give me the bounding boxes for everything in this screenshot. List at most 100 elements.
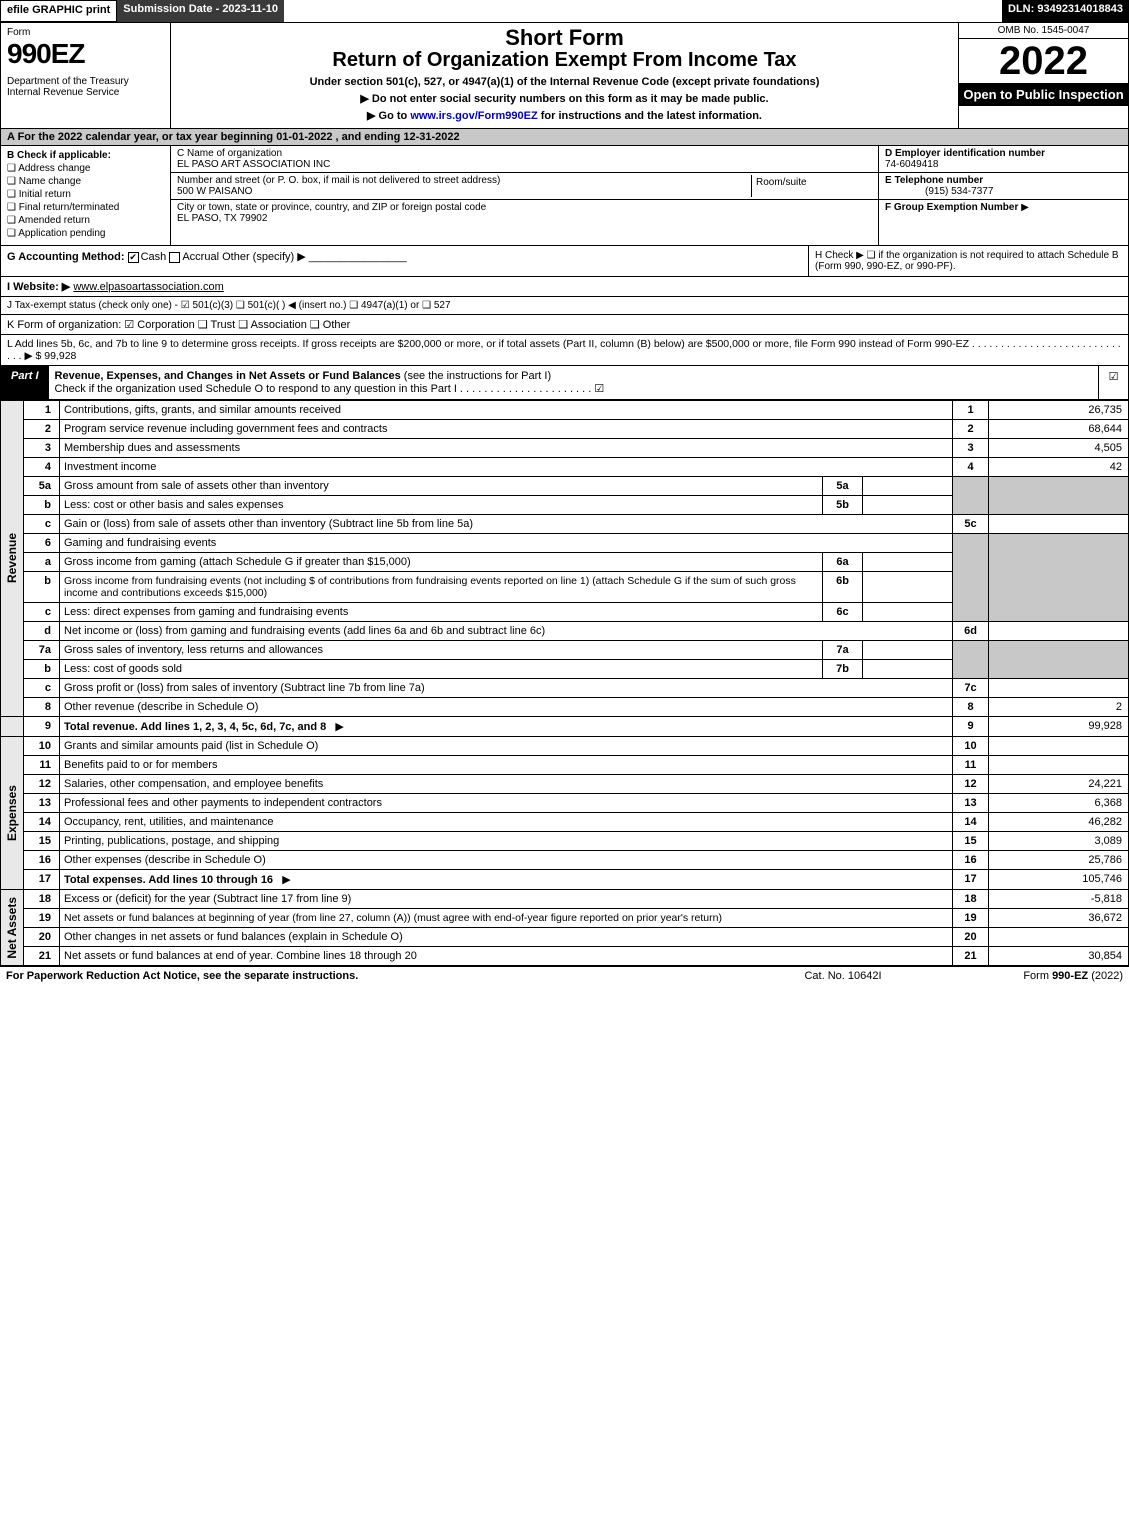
part-1-title: Revenue, Expenses, and Changes in Net As… (49, 366, 1098, 399)
chk-cash[interactable] (128, 252, 139, 263)
title-3: Under section 501(c), 527, or 4947(a)(1)… (177, 76, 952, 88)
omb-label: OMB No. 1545-0047 (959, 23, 1128, 39)
open-inspection: Open to Public Inspection (959, 83, 1128, 106)
part-1-check: Check if the organization used Schedule … (55, 383, 605, 395)
line-11-desc: Benefits paid to or for members (60, 756, 953, 775)
b-header: B Check if applicable: (7, 150, 164, 161)
street-value: 500 W PAISANO (177, 186, 252, 197)
footer: For Paperwork Reduction Act Notice, see … (0, 966, 1129, 985)
line-13-amt: 6,368 (989, 794, 1129, 813)
row-i-website: I Website: ▶ www.elpasoartassociation.co… (0, 277, 1129, 297)
line-2-amt: 68,644 (989, 420, 1129, 439)
other-label: Other (specify) ▶ (222, 251, 306, 263)
chk-final[interactable]: Final return/terminated (7, 202, 164, 213)
foot-left: For Paperwork Reduction Act Notice, see … (6, 970, 743, 982)
line-6a-desc: Gross income from gaming (attach Schedul… (60, 553, 823, 572)
row-a-period: A For the 2022 calendar year, or tax yea… (0, 129, 1129, 146)
line-12-amt: 24,221 (989, 775, 1129, 794)
submission-date: Submission Date - 2023-11-10 (117, 0, 284, 22)
chk-amended[interactable]: Amended return (7, 215, 164, 226)
line-9-desc: Total revenue. Add lines 1, 2, 3, 4, 5c,… (60, 717, 953, 737)
line-18-amt: -5,818 (989, 890, 1129, 909)
line-15-amt: 3,089 (989, 832, 1129, 851)
chk-address[interactable]: Address change (7, 163, 164, 174)
netassets-side: Net Assets (5, 897, 19, 959)
chk-name[interactable]: Name change (7, 176, 164, 187)
expenses-side: Expenses (5, 785, 19, 841)
line-19-desc: Net assets or fund balances at beginning… (60, 909, 953, 928)
line-8-desc: Other revenue (describe in Schedule O) (60, 698, 953, 717)
line-14-amt: 46,282 (989, 813, 1129, 832)
line-14-desc: Occupancy, rent, utilities, and maintena… (60, 813, 953, 832)
tax-year: 2022 (959, 39, 1128, 83)
org-name-line: C Name of organization EL PASO ART ASSOC… (171, 146, 878, 173)
header-right: OMB No. 1545-0047 2022 Open to Public In… (958, 23, 1128, 128)
line-16-amt: 25,786 (989, 851, 1129, 870)
city-line: City or town, state or province, country… (171, 200, 878, 226)
line-18-desc: Excess or (deficit) for the year (Subtra… (60, 890, 953, 909)
line-7c-desc: Gross profit or (loss) from sales of inv… (60, 679, 953, 698)
foot-right: Form 990-EZ (2022) (943, 970, 1123, 982)
line-1-desc: Contributions, gifts, grants, and simila… (60, 401, 953, 420)
row-k-orgform: K Form of organization: ☑ Corporation ❑ … (0, 315, 1129, 335)
row-l-receipts: L Add lines 5b, 6c, and 7b to line 9 to … (0, 335, 1129, 366)
form-number: 990EZ (7, 38, 164, 70)
c-name-value: EL PASO ART ASSOCIATION INC (177, 159, 330, 170)
instr-1: ▶ Do not enter social security numbers o… (177, 92, 952, 105)
ein-value: 74-6049418 (885, 159, 938, 170)
line-5b-desc: Less: cost or other basis and sales expe… (60, 496, 823, 515)
line-7a-desc: Gross sales of inventory, less returns a… (60, 641, 823, 660)
org-info-grid: B Check if applicable: Address change Na… (0, 146, 1129, 246)
street-label: Number and street (or P. O. box, if mail… (177, 175, 500, 186)
line-3-desc: Membership dues and assessments (60, 439, 953, 458)
form-header: Form 990EZ Department of the Treasury In… (0, 22, 1129, 129)
line-16-desc: Other expenses (describe in Schedule O) (60, 851, 953, 870)
chk-pending[interactable]: Application pending (7, 228, 164, 239)
title-1: Short Form (177, 25, 952, 51)
tel-label: E Telephone number (885, 175, 983, 186)
c-name-label: C Name of organization (177, 148, 282, 159)
instr-2: ▶ Go to www.irs.gov/Form990EZ for instru… (177, 109, 952, 122)
line-5c-desc: Gain or (loss) from sale of assets other… (60, 515, 953, 534)
row-g-h: G Accounting Method: Cash Accrual Other … (0, 246, 1129, 277)
line-8-amt: 2 (989, 698, 1129, 717)
title-2: Return of Organization Exempt From Incom… (177, 49, 952, 72)
part-1-checkbox[interactable]: ☑ (1098, 366, 1128, 399)
i-label: I Website: ▶ (7, 281, 70, 293)
line-4-desc: Investment income (60, 458, 953, 477)
tel-block: E Telephone number (915) 534-7377 (879, 173, 1128, 200)
ein-block: D Employer identification number 74-6049… (879, 146, 1128, 173)
line-2-desc: Program service revenue including govern… (60, 420, 953, 439)
tel-value: (915) 534-7377 (885, 186, 993, 197)
line-5a-desc: Gross amount from sale of assets other t… (60, 477, 823, 496)
col-d-ids: D Employer identification number 74-6049… (878, 146, 1128, 245)
line-10-desc: Grants and similar amounts paid (list in… (60, 737, 953, 756)
chk-accrual[interactable] (169, 252, 180, 263)
line-19-amt: 36,672 (989, 909, 1129, 928)
group-block: F Group Exemption Number ▶ (879, 200, 1128, 215)
chk-initial[interactable]: Initial return (7, 189, 164, 200)
line-7b-desc: Less: cost of goods sold (60, 660, 823, 679)
header-left: Form 990EZ Department of the Treasury In… (1, 23, 171, 128)
part-1-header: Part I Revenue, Expenses, and Changes in… (0, 366, 1129, 400)
efile-label: efile GRAPHIC print (0, 0, 117, 22)
revenue-side: Revenue (5, 533, 19, 583)
line-6b-desc: Gross income from fundraising events (no… (60, 572, 823, 603)
line-1-amt: 26,735 (989, 401, 1129, 420)
row-j-status: J Tax-exempt status (check only one) - ☑… (0, 297, 1129, 315)
part-1-tab: Part I (1, 366, 49, 399)
line-3-amt: 4,505 (989, 439, 1129, 458)
g-label: G Accounting Method: (7, 251, 125, 263)
line-13-desc: Professional fees and other payments to … (60, 794, 953, 813)
h-schedule-b: H Check ▶ ❑ if the organization is not r… (808, 246, 1128, 276)
irs-link[interactable]: www.irs.gov/Form990EZ (410, 110, 537, 122)
top-bar: efile GRAPHIC print Submission Date - 20… (0, 0, 1129, 22)
line-4-amt: 42 (989, 458, 1129, 477)
group-arrow: ▶ (1021, 202, 1029, 213)
col-c-org: C Name of organization EL PASO ART ASSOC… (171, 146, 878, 245)
foot-mid: Cat. No. 10642I (743, 970, 943, 982)
line-6c-desc: Less: direct expenses from gaming and fu… (60, 603, 823, 622)
line-6d-desc: Net income or (loss) from gaming and fun… (60, 622, 953, 641)
line-17-amt: 105,746 (989, 870, 1129, 890)
city-label: City or town, state or province, country… (177, 202, 486, 213)
